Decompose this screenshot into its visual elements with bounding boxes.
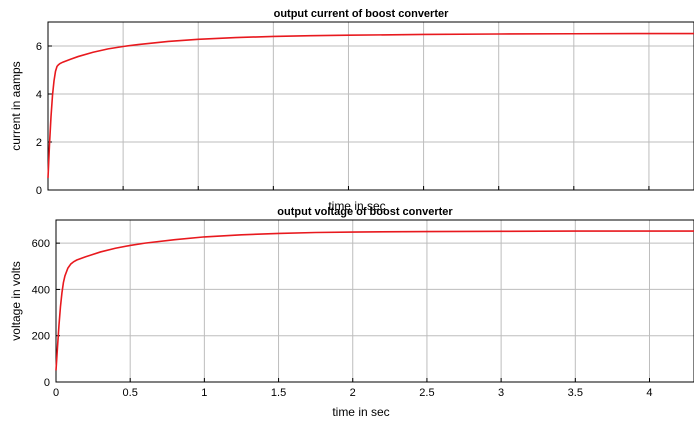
current-y-axis-label: current in aamps	[9, 61, 23, 150]
voltage-y-tick-label: 400	[32, 284, 50, 296]
current-x-axis-label: time in sec	[328, 199, 385, 213]
voltage-y-axis-label: voltage in volts	[9, 261, 23, 340]
current-plot-panel: 0 2 4 6 output current of boost converter tim…	[9, 8, 694, 213]
current-y-tick-label: 6	[36, 41, 42, 53]
voltage-x-axis-label: time in sec	[332, 405, 389, 419]
current-series-line	[47, 32, 694, 179]
current-y-tick-label: 2	[36, 137, 42, 149]
voltage-x-tick-label: 3.5	[568, 387, 583, 399]
voltage-x-tick-label: 1	[201, 387, 207, 399]
voltage-x-tick-label: 4	[646, 387, 652, 399]
voltage-x-tick-label: 1.5	[271, 387, 286, 399]
voltage-plot-area	[55, 219, 694, 383]
voltage-x-tick-label: 3	[498, 387, 504, 399]
voltage-y-tick-label: 200	[32, 331, 50, 343]
current-chart-title: output current of boost converter	[274, 8, 450, 20]
voltage-plot-frame	[55, 219, 694, 383]
current-plot-area	[47, 21, 694, 191]
voltage-x-tick-label: 0	[53, 387, 59, 399]
current-plot-frame	[47, 21, 694, 191]
voltage-y-tick-label: 0	[44, 377, 50, 389]
voltage-series-line	[55, 230, 694, 371]
voltage-chart-title: output voltage of boost converter	[277, 206, 453, 218]
voltage-plot-panel: 0 0.5 1 1.5 2 2.5 3 3.5 4 0 200 400 600 output voltag…	[9, 206, 694, 419]
current-y-tick-label: 0	[36, 185, 42, 197]
current-y-tick-label: 4	[36, 89, 42, 101]
voltage-x-tick-label: 2.5	[419, 387, 434, 399]
voltage-y-tick-label: 600	[32, 238, 50, 250]
voltage-x-tick-label: 0.5	[123, 387, 138, 399]
voltage-x-tick-label: 2	[350, 387, 356, 399]
